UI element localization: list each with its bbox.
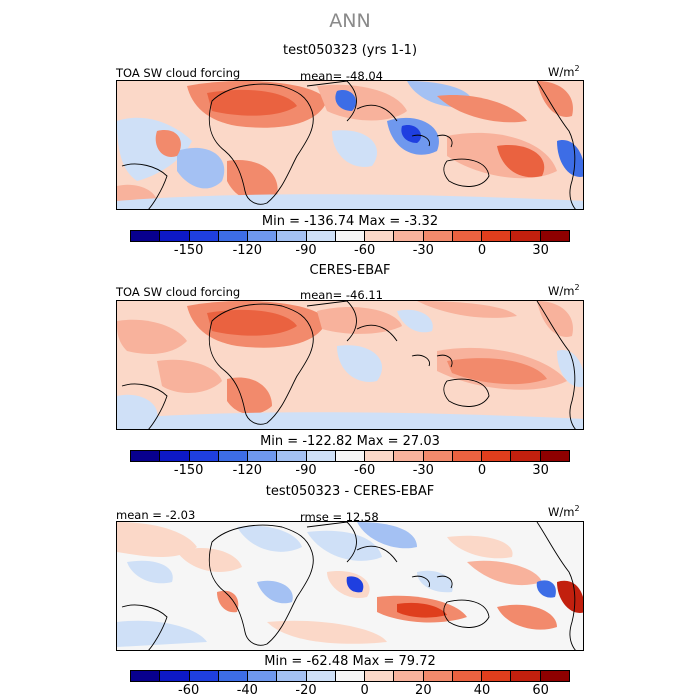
figure-title: ANN bbox=[329, 10, 371, 32]
panel-2-colorbar bbox=[130, 450, 570, 462]
colorbar-swatch bbox=[131, 451, 161, 461]
panel-3-rmse-label: rmse = 12.58 bbox=[300, 510, 379, 524]
colorbar-swatch bbox=[423, 231, 453, 241]
colorbar-swatch bbox=[335, 231, 366, 241]
colorbar-swatch bbox=[540, 671, 569, 681]
panel-2-units: W/m2 bbox=[548, 283, 580, 298]
colorbar-swatch bbox=[131, 671, 161, 681]
panel-1-units: W/m2 bbox=[548, 64, 580, 79]
colorbar-tick-label: -150 bbox=[173, 463, 204, 478]
colorbar-swatch bbox=[452, 451, 483, 461]
panel-1-variable-label: TOA SW cloud forcing bbox=[116, 66, 241, 80]
colorbar-swatch bbox=[306, 671, 336, 681]
colorbar-swatch bbox=[511, 451, 541, 461]
panel-1-map bbox=[116, 80, 584, 210]
colorbar-swatch bbox=[394, 231, 424, 241]
colorbar-swatch bbox=[248, 451, 278, 461]
colorbar-swatch bbox=[365, 231, 395, 241]
colorbar-swatch bbox=[248, 671, 278, 681]
colorbar-swatch bbox=[452, 671, 483, 681]
panel-3-units: W/m2 bbox=[548, 504, 580, 519]
panel-3-mean-label: mean = -2.03 bbox=[116, 508, 196, 522]
colorbar-swatch bbox=[423, 451, 453, 461]
panel-2-mean-label: mean= -46.11 bbox=[300, 288, 383, 302]
colorbar-tick-label: -40 bbox=[236, 683, 258, 698]
colorbar-tick-label: 0 bbox=[477, 243, 487, 258]
colorbar-tick-label: 30 bbox=[532, 463, 549, 478]
panel-3-min-max: Min = -62.48 Max = 79.72 bbox=[264, 654, 436, 669]
colorbar-swatch bbox=[482, 231, 512, 241]
colorbar-swatch bbox=[218, 671, 249, 681]
colorbar-swatch bbox=[189, 671, 219, 681]
colorbar-tick-label: -60 bbox=[354, 243, 376, 258]
panel-1-colorbar bbox=[130, 230, 570, 242]
panel-1-title: test050323 (yrs 1-1) bbox=[282, 43, 418, 58]
colorbar-swatch bbox=[394, 451, 424, 461]
colorbar-tick-label: -120 bbox=[232, 243, 263, 258]
colorbar-swatch bbox=[365, 671, 395, 681]
colorbar-swatch bbox=[511, 671, 541, 681]
colorbar-swatch bbox=[218, 451, 249, 461]
panel-2-map bbox=[116, 300, 584, 430]
colorbar-tick-label: -60 bbox=[178, 683, 200, 698]
colorbar-swatch bbox=[160, 451, 190, 461]
colorbar-swatch bbox=[335, 451, 366, 461]
panel-3-title: test050323 - CERES-EBAF bbox=[265, 484, 435, 499]
colorbar-swatch bbox=[482, 671, 512, 681]
panel-2-min-max: Min = -122.82 Max = 27.03 bbox=[260, 434, 440, 449]
colorbar-tick-label: -150 bbox=[173, 243, 204, 258]
colorbar-swatch bbox=[189, 451, 219, 461]
colorbar-swatch bbox=[160, 671, 190, 681]
colorbar-tick-label: -120 bbox=[232, 463, 263, 478]
colorbar-swatch bbox=[277, 671, 307, 681]
colorbar-swatch bbox=[540, 451, 569, 461]
panel-1-mean-label: mean= -48.04 bbox=[300, 69, 383, 83]
colorbar-swatch bbox=[423, 671, 453, 681]
colorbar-swatch bbox=[335, 671, 366, 681]
colorbar-swatch bbox=[306, 231, 336, 241]
colorbar-tick-label: 30 bbox=[532, 243, 549, 258]
colorbar-swatch bbox=[540, 231, 569, 241]
panel-1-min-max: Min = -136.74 Max = -3.32 bbox=[261, 214, 439, 229]
colorbar-swatch bbox=[131, 231, 161, 241]
colorbar-swatch bbox=[160, 231, 190, 241]
colorbar-tick-label: 60 bbox=[532, 683, 549, 698]
colorbar-swatch bbox=[218, 231, 249, 241]
colorbar-swatch bbox=[277, 231, 307, 241]
panel-3-map bbox=[116, 521, 584, 651]
colorbar-tick-label: -20 bbox=[295, 683, 317, 698]
colorbar-swatch bbox=[394, 671, 424, 681]
colorbar-swatch bbox=[511, 231, 541, 241]
colorbar-swatch bbox=[248, 231, 278, 241]
panel-2-title: CERES-EBAF bbox=[309, 263, 391, 278]
colorbar-swatch bbox=[452, 231, 483, 241]
colorbar-tick-label: 40 bbox=[473, 683, 491, 698]
colorbar-swatch bbox=[365, 451, 395, 461]
colorbar-tick-label: -60 bbox=[354, 463, 376, 478]
colorbar-tick-label: 0 bbox=[360, 683, 369, 698]
colorbar-tick-label: -90 bbox=[295, 463, 317, 478]
colorbar-tick-label: -30 bbox=[412, 463, 434, 478]
colorbar-swatch bbox=[189, 231, 219, 241]
panel-2-variable-label: TOA SW cloud forcing bbox=[116, 285, 241, 299]
colorbar-swatch bbox=[277, 451, 307, 461]
panel-3-colorbar bbox=[130, 670, 570, 682]
colorbar-tick-label: -90 bbox=[295, 243, 317, 258]
colorbar-tick-label: -30 bbox=[412, 243, 434, 258]
colorbar-tick-label: 0 bbox=[477, 463, 487, 478]
colorbar-swatch bbox=[306, 451, 336, 461]
colorbar-tick-label: 20 bbox=[415, 683, 432, 698]
colorbar-swatch bbox=[482, 451, 512, 461]
